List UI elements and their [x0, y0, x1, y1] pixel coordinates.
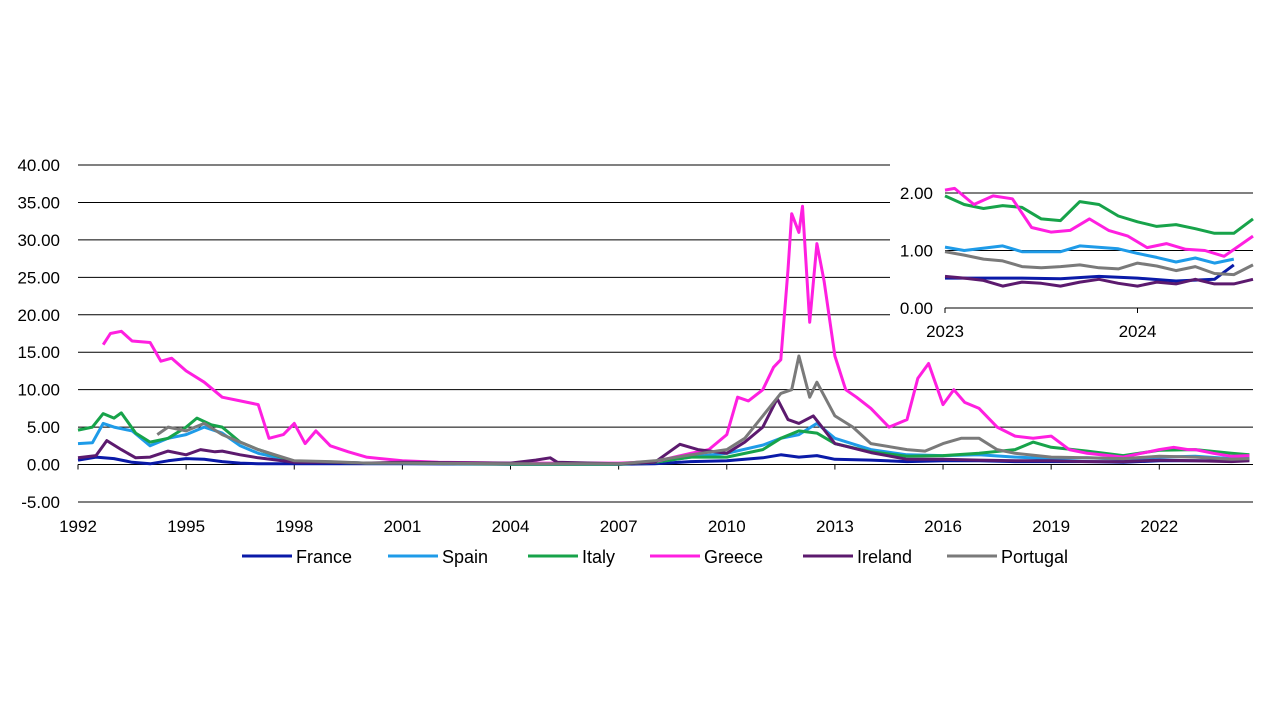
x-tick-label: 2013	[816, 517, 854, 536]
x-tick-label: 2001	[383, 517, 421, 536]
y-tick-label: 20.00	[17, 306, 60, 325]
main-y-axis-ticks: -5.00 0.00 5.00 10.00 15.00 20.00 25.00 30.00 35…	[17, 156, 60, 512]
legend-label-greece: Greece	[704, 547, 763, 567]
inset-y-tick-label: 0.00	[900, 299, 933, 318]
inset-series-line-greece	[944, 186, 1254, 258]
inset-series-line-ireland	[944, 274, 1254, 288]
main-x-axis: 1992 1995 1998 2001 2004 2007 2010 2013 2016 2019…	[59, 464, 1253, 536]
inset-y-tick-label: 1.00	[900, 242, 933, 261]
legend-label-italy: Italy	[582, 547, 615, 567]
x-tick-label: 2007	[600, 517, 638, 536]
legend-item-italy: Italy	[528, 547, 615, 567]
y-tick-label: 25.00	[17, 268, 60, 287]
x-tick-label: 2010	[708, 517, 746, 536]
inset-chart: 0.00 1.00 2.00 2023 2024	[890, 160, 1270, 350]
inset-series-line-spain	[944, 244, 1235, 265]
x-tick-label: 1995	[167, 517, 205, 536]
x-tick-label: 2022	[1140, 517, 1178, 536]
y-tick-label: 40.00	[17, 156, 60, 175]
legend-item-france: France	[242, 547, 352, 567]
legend-item-ireland: Ireland	[803, 547, 912, 567]
main-series-lines	[77, 204, 1250, 466]
y-tick-label: -5.00	[21, 493, 60, 512]
legend-item-portugal: Portugal	[947, 547, 1068, 567]
inset-y-axis-ticks: 0.00 1.00 2.00	[900, 184, 933, 318]
legend: France Spain Italy Greece Ireland Portugal	[242, 547, 1068, 567]
legend-label-spain: Spain	[442, 547, 488, 567]
series-line-greece	[101, 204, 1250, 465]
x-tick-label: 2004	[492, 517, 530, 536]
legend-label-ireland: Ireland	[857, 547, 912, 567]
y-tick-label: 15.00	[17, 343, 60, 362]
inset-x-axis: 2023 2024	[926, 308, 1156, 341]
legend-item-greece: Greece	[650, 547, 763, 567]
legend-label-france: France	[296, 547, 352, 567]
inset-series-lines	[944, 186, 1254, 288]
inset-x-tick-label: 2023	[926, 322, 964, 341]
inset-series-line-italy	[944, 194, 1254, 235]
y-tick-label: 5.00	[27, 418, 60, 437]
inset-background	[890, 160, 1270, 350]
main-chart: -5.00 0.00 5.00 10.00 15.00 20.00 25.00 30.00 35…	[17, 156, 1253, 536]
x-tick-label: 2016	[924, 517, 962, 536]
legend-item-spain: Spain	[388, 547, 488, 567]
inset-series-line-portugal	[944, 250, 1254, 277]
series-line-ireland	[77, 397, 1250, 466]
inset-y-tick-label: 2.00	[900, 184, 933, 203]
inset-x-tick-label: 2024	[1119, 322, 1157, 341]
y-tick-label: 0.00	[27, 456, 60, 475]
y-tick-label: 10.00	[17, 381, 60, 400]
y-tick-label: 35.00	[17, 193, 60, 212]
x-tick-label: 1992	[59, 517, 97, 536]
series-line-portugal	[156, 354, 1250, 466]
x-tick-label: 2019	[1032, 517, 1070, 536]
x-tick-label: 1998	[275, 517, 313, 536]
y-tick-label: 30.00	[17, 231, 60, 250]
legend-label-portugal: Portugal	[1001, 547, 1068, 567]
